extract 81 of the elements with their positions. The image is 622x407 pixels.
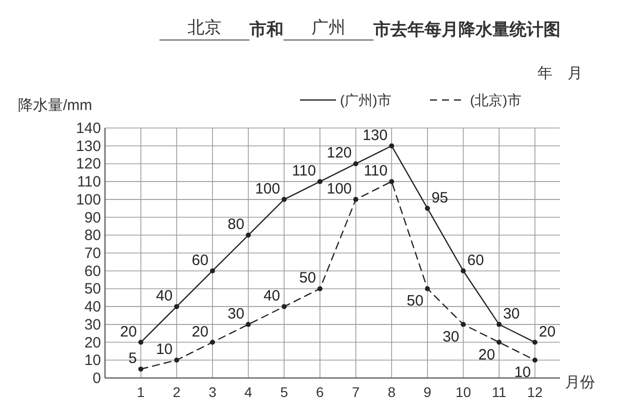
point xyxy=(424,286,430,292)
point xyxy=(210,268,215,274)
data-label: 110 xyxy=(292,162,316,180)
x-tick-label: 1 xyxy=(136,384,145,400)
point xyxy=(282,196,287,202)
data-label: 20 xyxy=(478,346,496,364)
x-tick-label: 5 xyxy=(280,384,288,400)
data-label: 30 xyxy=(503,305,520,322)
point xyxy=(353,161,358,166)
point xyxy=(174,358,180,363)
point xyxy=(532,358,538,363)
data-label: 60 xyxy=(467,252,484,269)
data-label: 130 xyxy=(362,126,388,144)
data-label: 110 xyxy=(364,162,388,180)
x-tick-label: 6 xyxy=(316,384,324,400)
legend-label: (北京)市 xyxy=(470,92,522,108)
y-tick-label: 100 xyxy=(76,191,101,208)
point xyxy=(317,179,322,184)
point xyxy=(496,322,502,327)
point xyxy=(424,206,430,211)
point xyxy=(282,304,287,310)
point xyxy=(532,340,538,345)
data-label: 40 xyxy=(263,288,280,305)
data-label: 30 xyxy=(442,328,460,346)
data-label: 5 xyxy=(128,350,137,368)
point xyxy=(138,340,144,345)
y-tick-label: 80 xyxy=(84,227,101,244)
point xyxy=(210,340,215,345)
y-tick-label: 20 xyxy=(84,334,101,352)
data-label: 10 xyxy=(156,341,173,358)
point xyxy=(389,143,394,148)
data-label: 20 xyxy=(538,323,556,340)
y-tick-label: 140 xyxy=(76,120,101,137)
y-axis-title: 降水量/mm xyxy=(18,97,92,114)
point xyxy=(317,286,322,292)
point xyxy=(353,196,358,202)
y-tick-label: 0 xyxy=(92,370,101,387)
point xyxy=(246,232,251,238)
x-tick-label: 8 xyxy=(388,384,396,400)
data-label: 30 xyxy=(228,305,244,322)
data-label: 50 xyxy=(406,292,424,310)
y-tick-label: 30 xyxy=(84,316,101,334)
y-tick-label: 50 xyxy=(84,280,101,298)
data-label: 120 xyxy=(326,144,352,162)
data-label: 100 xyxy=(326,180,352,198)
data-label: 40 xyxy=(156,288,173,305)
x-tick-label: 2 xyxy=(172,384,181,400)
x-tick-label: 4 xyxy=(244,384,252,400)
data-label: 95 xyxy=(431,189,448,206)
data-label: 60 xyxy=(192,252,208,269)
x-axis-title: 月份 xyxy=(565,374,595,391)
point xyxy=(460,268,466,274)
point xyxy=(389,179,394,184)
data-label: 10 xyxy=(514,364,531,382)
y-tick-label: 60 xyxy=(84,262,101,280)
point xyxy=(246,322,251,327)
y-tick-label: 70 xyxy=(84,245,101,262)
point xyxy=(460,322,466,327)
data-label: 20 xyxy=(120,323,137,340)
x-tick-label: 7 xyxy=(352,384,360,400)
y-tick-label: 120 xyxy=(76,156,101,173)
legend-label: (广州)市 xyxy=(340,92,392,108)
data-label: 80 xyxy=(228,216,244,234)
chart-title: 北京 市和 广州 市去年每月降水量统计图 xyxy=(188,18,560,39)
y-tick-label: 40 xyxy=(84,298,101,316)
point xyxy=(174,304,180,310)
x-tick-label: 9 xyxy=(424,384,432,400)
x-tick-label: 10 xyxy=(455,384,472,400)
point xyxy=(496,340,502,345)
point xyxy=(138,366,144,372)
y-tick-label: 90 xyxy=(84,209,101,226)
data-label: 20 xyxy=(192,323,208,340)
data-label: 100 xyxy=(255,180,280,198)
y-tick-label: 130 xyxy=(76,138,101,155)
x-tick-label: 12 xyxy=(527,384,543,400)
text: 年 月 xyxy=(538,65,582,82)
data-label: 50 xyxy=(299,270,316,287)
y-tick-label: 10 xyxy=(84,352,101,370)
x-tick-label: 11 xyxy=(492,384,507,400)
y-tick-label: 110 xyxy=(77,174,101,191)
x-tick-label: 3 xyxy=(208,384,217,400)
